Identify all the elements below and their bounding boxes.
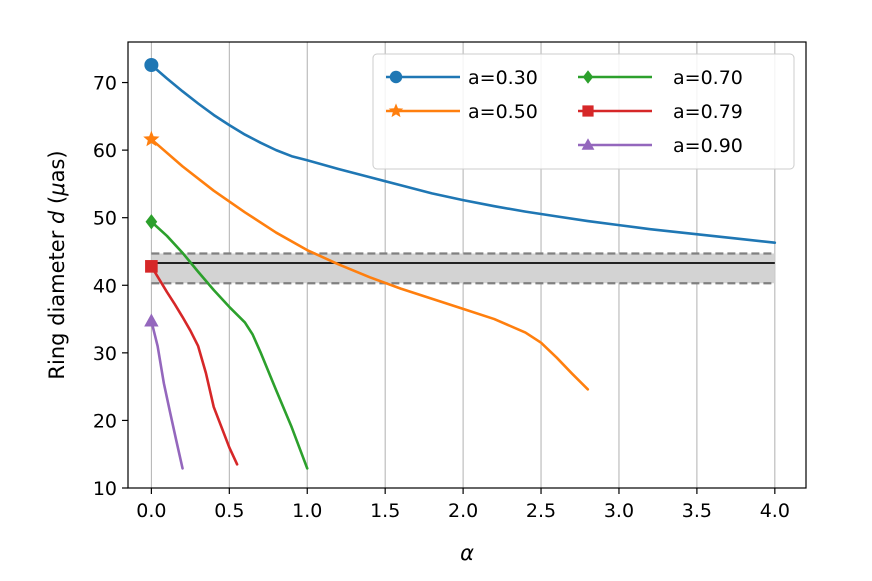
y-tick-label-3: 40 [93, 275, 117, 297]
x-tick-label-4: 2.0 [448, 500, 478, 522]
legend-marker-0 [389, 70, 403, 84]
series-line-2 [150, 220, 309, 470]
legend-entry-3: a=0.79 [578, 101, 743, 123]
legend-entry-4: a=0.90 [578, 135, 743, 157]
y-axis-label-unit-open: ( [45, 196, 69, 211]
series-3 [145, 260, 239, 466]
legend-label-4: a=0.90 [673, 135, 743, 157]
legend: a=0.30 a=0.50 a=0.70 a=0.79 a=0.90 [372, 53, 795, 170]
legend-label-2: a=0.70 [673, 67, 743, 89]
y-axis-label-variable: d [45, 210, 69, 224]
legend-entry-1: a=0.50 [386, 101, 538, 123]
series-marker-1 [143, 130, 160, 147]
x-tick-label-6: 3.0 [604, 500, 634, 522]
y-axis-label-unit-mu: μ [45, 182, 69, 196]
legend-label-3: a=0.79 [673, 101, 743, 123]
band-layer [151, 252, 775, 285]
series-marker-2 [145, 214, 158, 230]
series-0 [144, 57, 777, 244]
uncertainty-band [151, 253, 775, 284]
y-tick-label-5: 60 [93, 140, 117, 162]
series-line-0 [150, 63, 777, 244]
series-marker-0 [144, 57, 159, 72]
y-tick-label-6: 70 [93, 73, 117, 95]
legend-marker-2 [582, 70, 594, 84]
series-marker-3 [145, 260, 158, 273]
series-line-3 [150, 265, 239, 466]
y-axis-label-prefix: Ring diameter [45, 224, 69, 380]
x-tick-label-2: 1.0 [292, 500, 322, 522]
legend-label-0: a=0.30 [468, 67, 538, 89]
y-axis-label-unit-rest: as) [45, 150, 69, 182]
y-tick-label-4: 50 [93, 208, 117, 230]
x-tick-label-7: 3.5 [682, 500, 712, 522]
legend-marker-1 [388, 103, 404, 118]
series-line-1 [150, 138, 590, 391]
legend-marker-3 [582, 105, 594, 117]
y-axis-label: Ring diameter d (μas) [45, 150, 69, 379]
x-tick-label-8: 4.0 [760, 500, 790, 522]
y-tick-label-2: 30 [93, 343, 117, 365]
series-4 [144, 313, 184, 470]
x-tick-label-0: 0.0 [136, 500, 166, 522]
y-tick-label-1: 20 [93, 410, 117, 432]
legend-marker-4 [581, 138, 595, 150]
series-line-4 [150, 319, 184, 470]
series-2 [145, 214, 309, 470]
plot-frame [127, 41, 807, 489]
x-tick-label-3: 1.5 [370, 500, 400, 522]
series-layer [143, 57, 777, 470]
series-marker-4 [144, 313, 159, 327]
legend-label-1: a=0.50 [468, 101, 538, 123]
legend-entry-0: a=0.30 [386, 67, 538, 89]
legend-entry-2: a=0.70 [578, 67, 743, 89]
y-tick-label-0: 10 [93, 478, 117, 500]
x-tick-label-5: 2.5 [526, 500, 556, 522]
x-tick-label-1: 0.5 [214, 500, 244, 522]
tick-layer: 0.0 0.5 1.0 1.5 2.0 2.5 3.0 3.5 4.0 10 20 30 40 50 60 7… [93, 73, 790, 522]
series-1 [143, 130, 590, 391]
x-axis-label: α [460, 541, 474, 565]
